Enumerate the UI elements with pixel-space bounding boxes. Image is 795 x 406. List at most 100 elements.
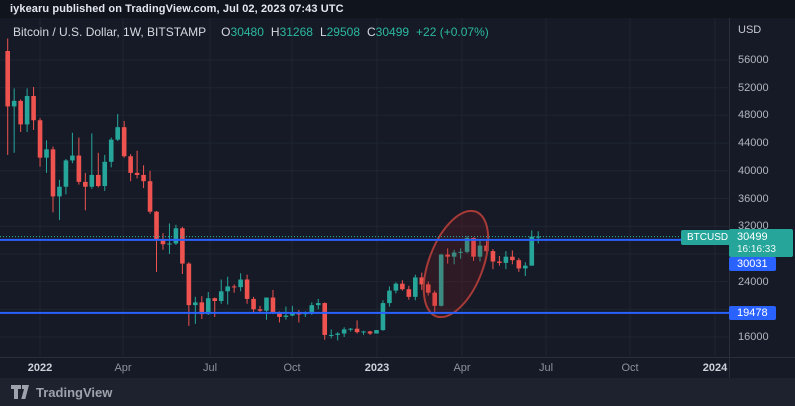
candle-body bbox=[70, 155, 75, 161]
bar-countdown: 16:16:33 bbox=[737, 244, 776, 255]
candle-body bbox=[173, 228, 179, 244]
time-tick-label: 2023 bbox=[364, 362, 390, 374]
candle-body bbox=[425, 284, 431, 293]
candle-body bbox=[348, 328, 353, 330]
candle-body bbox=[37, 120, 43, 158]
price-line-label-lower: 19478 bbox=[729, 306, 776, 320]
candle-body bbox=[270, 297, 276, 313]
chart-canvas[interactable] bbox=[0, 18, 729, 357]
publish-info-text: iykearu published on TradingView.com, Ju… bbox=[10, 3, 344, 15]
candle-body bbox=[523, 265, 528, 269]
candle-body bbox=[464, 237, 470, 252]
candle-body bbox=[257, 309, 263, 311]
price-axis[interactable]: USD 56000 52000 48000 44000 40000 36000 32000 2… bbox=[729, 18, 795, 357]
candle-body bbox=[180, 228, 185, 264]
candle-body bbox=[309, 305, 315, 313]
price-tick-label: 44000 bbox=[738, 137, 769, 150]
price-tick-label: 52000 bbox=[738, 81, 769, 94]
time-tick-label: Oct bbox=[283, 362, 301, 374]
candle-body bbox=[89, 174, 95, 187]
candle-body bbox=[141, 174, 146, 182]
price-tick-label: 36000 bbox=[738, 192, 769, 205]
candle-body bbox=[193, 302, 198, 306]
candle-body bbox=[497, 261, 502, 263]
candle-body bbox=[238, 279, 243, 288]
candle-body bbox=[154, 211, 159, 240]
candle-body bbox=[445, 254, 450, 257]
candle-body bbox=[128, 156, 133, 173]
candle-body bbox=[244, 279, 250, 299]
candle-body bbox=[367, 331, 373, 334]
time-tick-label: Oct bbox=[621, 362, 639, 374]
candle-body bbox=[24, 96, 30, 125]
candle-body bbox=[205, 298, 211, 315]
time-tick-label: 2022 bbox=[27, 362, 53, 374]
candle-body bbox=[387, 290, 392, 304]
high-value: 31268 bbox=[279, 25, 313, 39]
high-label: H bbox=[270, 25, 280, 39]
time-tick-label: Jul bbox=[202, 362, 218, 374]
candle-body bbox=[354, 328, 360, 333]
candle-body bbox=[458, 251, 463, 253]
axis-corner-divider bbox=[729, 358, 730, 379]
candle-body bbox=[50, 149, 56, 197]
time-axis[interactable]: 2022 Apr Jul Oct 2023 Apr Jul Oct 2024 bbox=[0, 357, 795, 379]
highlight-ellipse[interactable] bbox=[411, 202, 502, 326]
candle-body bbox=[328, 334, 334, 336]
candle-body bbox=[251, 298, 256, 310]
candle-body bbox=[413, 277, 418, 297]
candle-body bbox=[484, 245, 489, 252]
open-label: O bbox=[221, 25, 231, 39]
brand-name[interactable]: TradingView bbox=[36, 384, 113, 400]
candle-body bbox=[335, 333, 340, 335]
last-price-value: 30499 bbox=[737, 231, 768, 243]
close-value: 30499 bbox=[375, 25, 410, 39]
candle-body bbox=[503, 256, 509, 263]
candle-body bbox=[121, 127, 127, 157]
candle-body bbox=[108, 139, 114, 162]
tradingview-logo-icon[interactable] bbox=[11, 385, 29, 399]
symbol-title: Bitcoin / U.S. Dollar, 1W, BITSTAMP bbox=[13, 25, 207, 39]
publish-info-bar: iykearu published on TradingView.com, Ju… bbox=[0, 0, 795, 18]
candle-body bbox=[76, 155, 82, 182]
candle-body bbox=[432, 292, 438, 306]
open-value: 30480 bbox=[230, 25, 264, 39]
candle-body bbox=[315, 303, 321, 306]
candle-body bbox=[393, 283, 399, 291]
candle-body bbox=[102, 161, 108, 187]
candle-body bbox=[31, 96, 36, 121]
candle-body bbox=[290, 313, 295, 316]
candle-body bbox=[44, 149, 49, 158]
time-tick-label: Apr bbox=[453, 362, 471, 374]
candle-body bbox=[134, 172, 140, 175]
time-tick-label: Jul bbox=[538, 362, 554, 374]
low-value: 29508 bbox=[326, 25, 360, 39]
candle-body bbox=[510, 256, 515, 261]
candle-body bbox=[406, 289, 412, 297]
candle-body bbox=[477, 245, 483, 257]
candle-body bbox=[361, 331, 366, 333]
price-line-label-upper: 30031 bbox=[729, 257, 776, 271]
close-label: C bbox=[367, 25, 376, 39]
candle-body bbox=[471, 237, 476, 257]
candle-body bbox=[231, 286, 237, 288]
candle-body bbox=[63, 160, 69, 187]
footer-bar: TradingView bbox=[0, 378, 795, 406]
candle-body bbox=[5, 50, 10, 107]
symbol-legend[interactable]: Bitcoin / U.S. Dollar, 1W, BITSTAMP O3048… bbox=[13, 25, 489, 39]
price-tick-label: 24000 bbox=[738, 275, 769, 288]
price-tick-label: 56000 bbox=[738, 54, 769, 66]
candle-body bbox=[277, 312, 282, 317]
candle-body bbox=[95, 174, 101, 187]
candle-body bbox=[490, 251, 496, 262]
candle-body bbox=[322, 303, 328, 335]
last-price-badge: 30499 16:16:33 bbox=[729, 229, 793, 257]
candle-body bbox=[535, 236, 541, 238]
time-tick-label: 2024 bbox=[702, 362, 728, 374]
price-tick-label: 16000 bbox=[738, 331, 769, 343]
candle-body bbox=[296, 313, 302, 315]
candle-body bbox=[283, 315, 289, 317]
candle-body bbox=[115, 127, 120, 140]
symbol-flag-text: BTCUSD bbox=[687, 232, 729, 243]
